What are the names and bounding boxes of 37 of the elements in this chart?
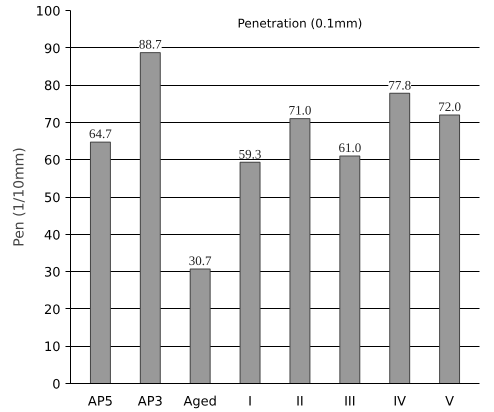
data-label: 59.3 <box>238 146 262 162</box>
y-tick-label: 60 <box>44 154 61 169</box>
x-tick-label: V <box>445 394 454 410</box>
x-tick-label: AP5 <box>88 394 113 410</box>
y-tick-label: 100 <box>36 4 61 20</box>
y-tick-label: 10 <box>44 340 61 356</box>
data-label: 77.8 <box>388 77 412 92</box>
bar <box>389 92 410 384</box>
bar <box>190 268 211 384</box>
x-tick-label: Aged <box>183 394 217 410</box>
data-label: 64.7 <box>89 126 112 142</box>
y-tick-label: 20 <box>44 302 61 318</box>
y-tick-label: 90 <box>44 42 61 57</box>
y-tick-label: 30 <box>44 266 61 281</box>
bar <box>240 162 261 384</box>
text: Penetration (0.1mm) <box>238 16 362 30</box>
y-tick-label: 0 <box>52 378 61 392</box>
data-label: 88.7 <box>138 36 162 52</box>
bar <box>90 142 111 384</box>
x-tick-label: I <box>248 394 252 410</box>
data-label: 30.7 <box>188 252 212 268</box>
y-tick-label: 40 <box>44 228 61 244</box>
data-label: 72.0 <box>438 98 461 114</box>
data-label: 61.0 <box>338 140 362 155</box>
x-tick-label: IV <box>393 394 406 410</box>
bar <box>339 155 360 384</box>
y-tick-label: 50 <box>44 191 61 206</box>
y-tick-label: 70 <box>44 116 61 132</box>
x-tick-label: II <box>296 394 304 410</box>
bar <box>289 118 310 384</box>
y-tick-label: 80 <box>44 79 61 94</box>
y-axis-title: Pen (1/10mm) <box>12 147 28 247</box>
x-tick-label: AP3 <box>138 394 163 410</box>
data-label: 71.0 <box>288 102 312 118</box>
bar <box>140 52 161 384</box>
bar <box>439 114 460 384</box>
x-tick-label: III <box>344 394 356 410</box>
